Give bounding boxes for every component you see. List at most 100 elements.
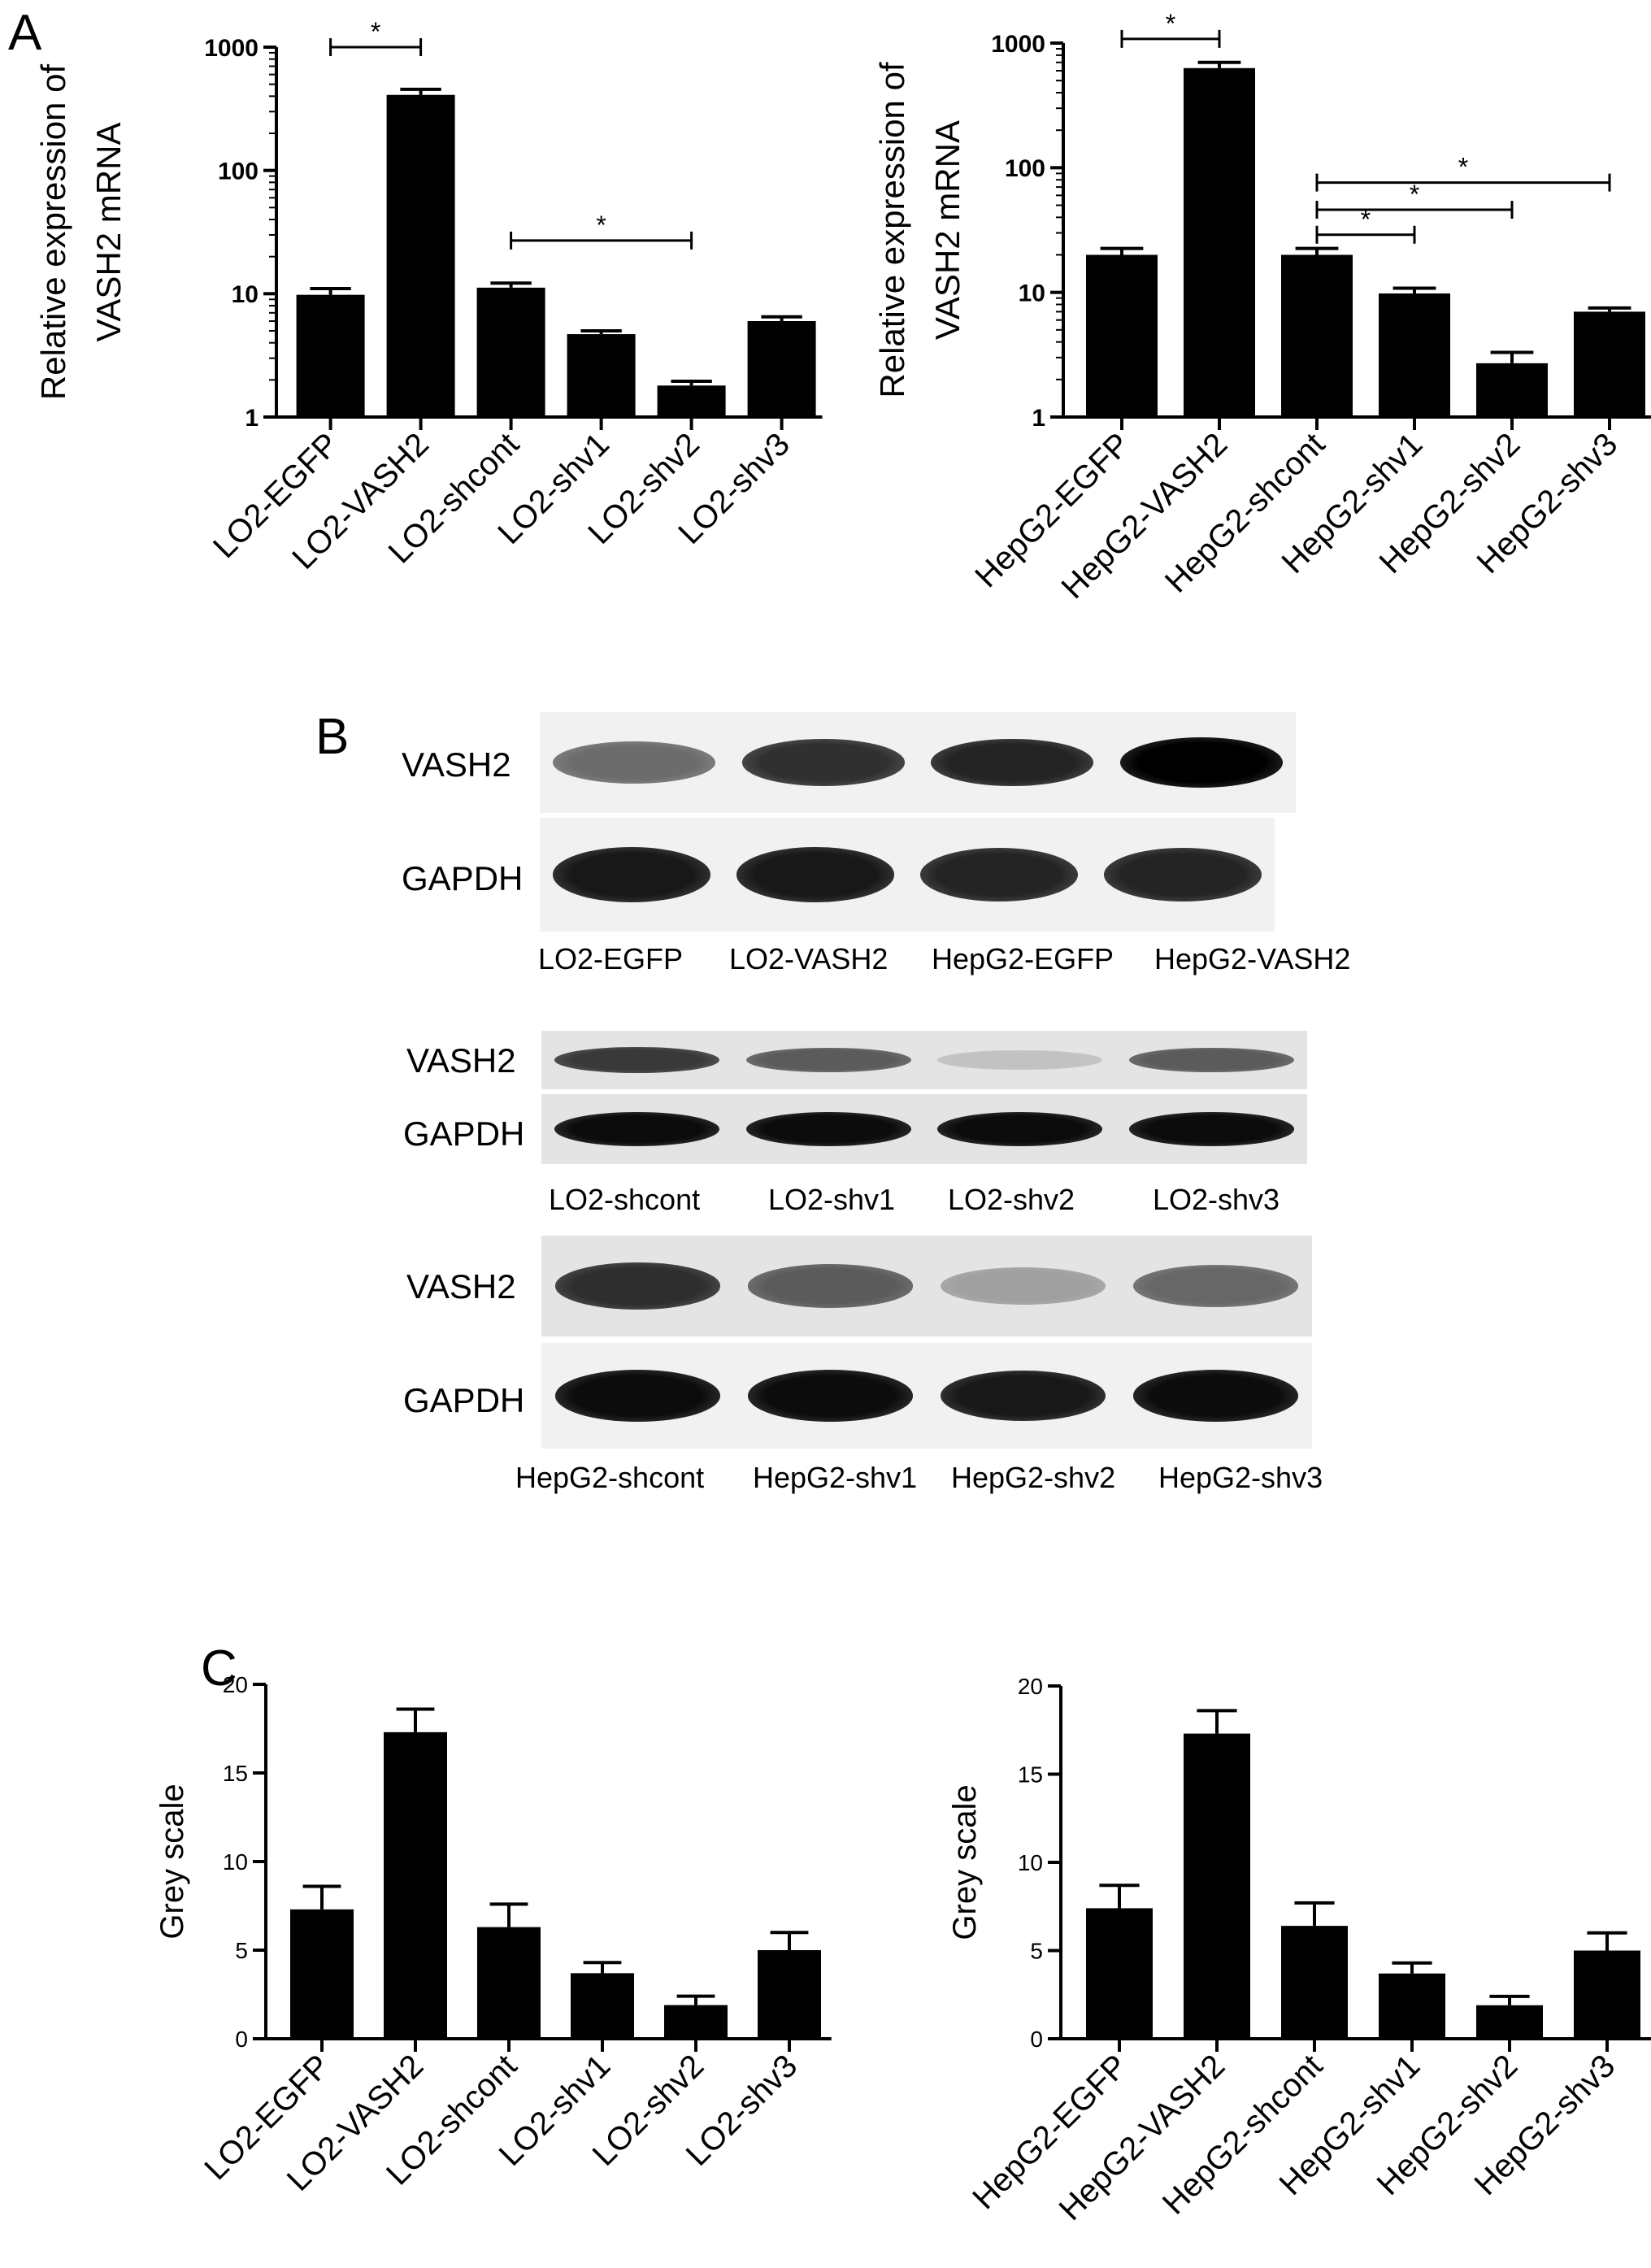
bar xyxy=(1379,293,1450,417)
significance-marker: * xyxy=(371,17,380,46)
bar xyxy=(1086,254,1158,417)
bar xyxy=(386,94,455,417)
bar xyxy=(1476,363,1548,417)
bar xyxy=(758,1950,821,2039)
bar xyxy=(657,385,726,417)
chart-a-left: 1 10 100 1000 Relative expression of VASH2 mR… xyxy=(34,17,823,576)
y-axis-label: VASH2 mRNA xyxy=(89,123,128,342)
bar xyxy=(747,320,816,417)
blot1-lane-label: HepG2-EGFP xyxy=(932,942,1114,975)
y-tick-label: 20 xyxy=(1018,1674,1043,1699)
blot3-lane-label: HepG2-shcont xyxy=(515,1461,705,1494)
band-vash2-lane-3 xyxy=(940,1267,1106,1306)
y-tick-label: 5 xyxy=(1030,1939,1043,1964)
blot1-gapdh-label: GAPDH xyxy=(402,859,524,897)
band-gapdh-lane-3 xyxy=(937,1111,1102,1147)
bar xyxy=(384,1731,447,2039)
y-axis-label: Relative expression of xyxy=(34,64,72,401)
band-gapdh-lane-2 xyxy=(745,1111,911,1147)
blot1-lane-label: HepG2-VASH2 xyxy=(1154,942,1351,975)
y-axis-label: Grey scale xyxy=(154,1784,190,1939)
bar xyxy=(1574,311,1645,417)
bar xyxy=(476,287,545,417)
blot3-lane-label: HepG2-shv3 xyxy=(1158,1461,1323,1494)
y-tick-label: 20 xyxy=(223,1672,248,1697)
y-tick-label: 10 xyxy=(223,1849,248,1875)
y-tick-label: 15 xyxy=(1018,1762,1043,1788)
significance-marker: * xyxy=(596,211,606,240)
panel-label-c: C xyxy=(201,1640,237,1697)
blot1-lane-label: LO2-VASH2 xyxy=(729,942,888,975)
band-vash2-lane-4 xyxy=(1132,1265,1299,1307)
y-tick-label: 10 xyxy=(232,281,259,308)
band-vash2-lane-2 xyxy=(745,1047,911,1073)
x-tick-label: HepG2-VASH2 xyxy=(1053,2048,1232,2227)
bar xyxy=(477,1927,541,2039)
blot2-gapdh-strip xyxy=(541,1094,1307,1164)
blot2-lane-label: LO2-shv3 xyxy=(1153,1183,1280,1216)
bar xyxy=(1184,1733,1250,2039)
bar xyxy=(1086,1908,1153,2039)
chart-a-right: 1 10 100 1000 Relative expression of VASH2 mR… xyxy=(873,9,1651,606)
y-tick-label: 0 xyxy=(235,2027,248,2052)
y-tick-label: 1000 xyxy=(204,35,259,62)
y-tick-label: 0 xyxy=(1030,2027,1043,2052)
band-gapdh-lane-4 xyxy=(1103,847,1262,902)
band-gapdh-lane-3 xyxy=(940,1370,1106,1422)
significance-marker: * xyxy=(1166,9,1175,38)
band-vash2-lane-1 xyxy=(554,1262,721,1310)
band-gapdh-lane-2 xyxy=(747,1370,914,1422)
significance-marker: * xyxy=(1410,180,1419,209)
bar xyxy=(1281,254,1353,417)
band-gapdh-lane-2 xyxy=(736,847,895,902)
y-axis-label: VASH2 mRNA xyxy=(928,120,967,340)
blot3-vash2-strip xyxy=(541,1236,1312,1336)
blot1-vash2-label: VASH2 xyxy=(402,745,511,784)
blot1-vash2-strip xyxy=(540,712,1296,813)
blot3-lane-label: HepG2-shv2 xyxy=(951,1461,1116,1494)
blot2-lane-label: LO2-shcont xyxy=(549,1183,701,1216)
y-tick-label: 5 xyxy=(235,1938,248,1963)
band-gapdh-lane-1 xyxy=(554,1370,721,1422)
bar xyxy=(1379,1973,1445,2039)
band-vash2-lane-2 xyxy=(747,1264,914,1308)
y-tick-label: 1 xyxy=(1032,405,1045,432)
panel-label-b: B xyxy=(315,709,350,765)
blot1-lane-label: LO2-EGFP xyxy=(538,942,684,975)
y-tick-label: 100 xyxy=(218,158,259,185)
blot3-gapdh-strip xyxy=(541,1343,1312,1449)
bar xyxy=(1281,1926,1348,2039)
significance-marker: * xyxy=(1361,205,1371,234)
x-tick-label: HepG2-VASH2 xyxy=(1055,426,1235,606)
blot2-lane-label: LO2-shv2 xyxy=(948,1183,1075,1216)
y-tick-label: 1000 xyxy=(991,31,1045,58)
y-tick-label: 10 xyxy=(1019,280,1045,306)
bar xyxy=(664,2005,728,2039)
blot2-vash2-label: VASH2 xyxy=(406,1041,516,1080)
bar xyxy=(296,294,365,417)
band-vash2-lane-4 xyxy=(1119,737,1283,788)
bar xyxy=(290,1909,354,2039)
band-vash2-lane-3 xyxy=(937,1049,1102,1071)
bar xyxy=(1476,2005,1543,2039)
y-tick-label: 1 xyxy=(245,405,259,432)
band-gapdh-lane-1 xyxy=(554,1111,719,1147)
y-tick-label: 15 xyxy=(223,1761,248,1786)
blot1-gapdh-strip xyxy=(540,818,1275,932)
band-gapdh-lane-3 xyxy=(919,847,1079,902)
band-gapdh-lane-1 xyxy=(552,847,711,902)
bar xyxy=(1574,1950,1640,2039)
band-gapdh-lane-4 xyxy=(1132,1370,1299,1422)
y-axis-label: Grey scale xyxy=(947,1784,983,1940)
band-vash2-lane-4 xyxy=(1128,1047,1294,1073)
y-axis-label: Relative expression of xyxy=(873,62,911,398)
band-vash2-lane-2 xyxy=(741,739,905,786)
panel-label-a: A xyxy=(8,5,42,61)
y-tick-label: 10 xyxy=(1018,1850,1043,1875)
blot3-vash2-label: VASH2 xyxy=(406,1267,516,1306)
significance-marker: * xyxy=(1458,153,1468,182)
band-vash2-lane-3 xyxy=(931,738,1094,787)
